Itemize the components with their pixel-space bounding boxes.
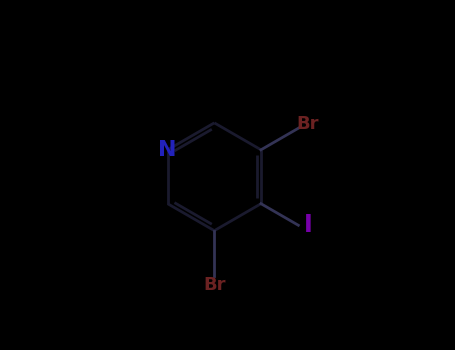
Text: I: I — [303, 213, 312, 237]
Text: N: N — [158, 140, 177, 160]
Text: Br: Br — [296, 115, 318, 133]
Text: Br: Br — [203, 275, 226, 294]
